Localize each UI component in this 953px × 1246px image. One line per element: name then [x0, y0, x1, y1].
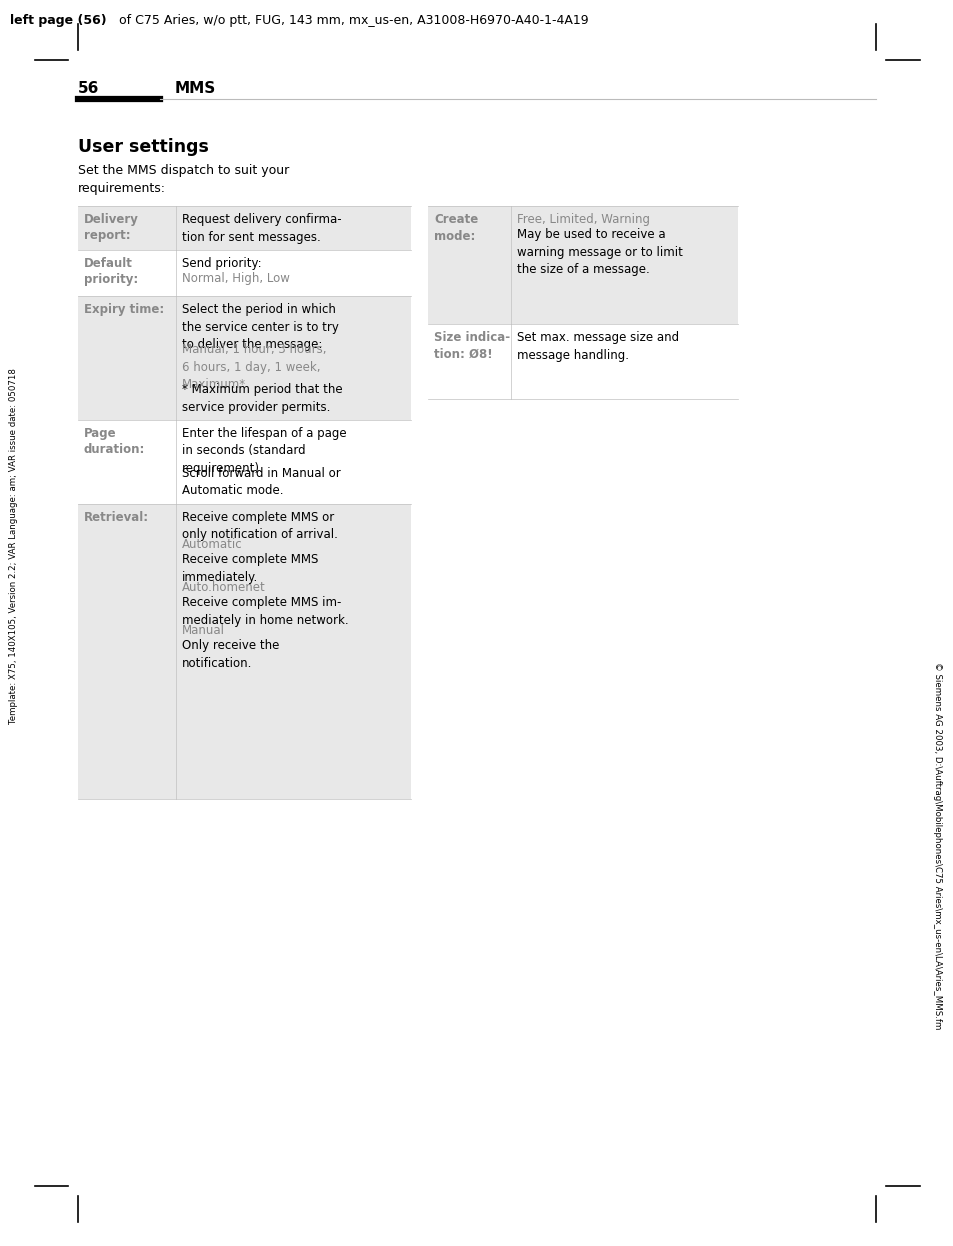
- Bar: [78, 503, 411, 799]
- Text: Set max. message size and
message handling.: Set max. message size and message handli…: [517, 331, 679, 361]
- Text: Receive complete MMS or
only notification of arrival.: Receive complete MMS or only notificatio…: [182, 511, 337, 541]
- Text: Delivery
report:: Delivery report:: [84, 213, 139, 243]
- Text: Automatic: Automatic: [182, 538, 242, 551]
- Text: © Siemens AG 2003, D:\Auftrag\Mobilephones\C75 Aries\mx_us-en\LA\Aries_MMS.fm: © Siemens AG 2003, D:\Auftrag\Mobilephon…: [933, 663, 942, 1029]
- Text: Manual, 1 hour, 3 hours,
6 hours, 1 day, 1 week,
Maximum*: Manual, 1 hour, 3 hours, 6 hours, 1 day,…: [182, 344, 326, 391]
- Text: MMS: MMS: [174, 81, 216, 96]
- Text: * Maximum period that the
service provider permits.: * Maximum period that the service provid…: [182, 384, 342, 414]
- Text: Manual: Manual: [182, 624, 225, 637]
- Text: Enter the lifespan of a page
in seconds (standard
requirement).: Enter the lifespan of a page in seconds …: [182, 427, 346, 475]
- Text: Page
duration:: Page duration:: [84, 427, 145, 456]
- Bar: [78, 297, 411, 420]
- Text: Normal, High, Low: Normal, High, Low: [182, 272, 290, 285]
- Text: Expiry time:: Expiry time:: [84, 303, 164, 316]
- Bar: [428, 206, 738, 324]
- Text: Request delivery confirma-
tion for sent messages.: Request delivery confirma- tion for sent…: [182, 213, 341, 243]
- Text: Receive complete MMS
immediately.: Receive complete MMS immediately.: [182, 553, 318, 584]
- Text: May be used to receive a
warning message or to limit
the size of a message.: May be used to receive a warning message…: [517, 228, 682, 277]
- Text: 56: 56: [78, 81, 99, 96]
- Text: Receive complete MMS im-
mediately in home network.: Receive complete MMS im- mediately in ho…: [182, 597, 348, 627]
- Text: Send priority:: Send priority:: [182, 257, 261, 269]
- Text: User settings: User settings: [78, 138, 209, 156]
- Text: Scroll forward in Manual or
Automatic mode.: Scroll forward in Manual or Automatic mo…: [182, 467, 340, 497]
- Text: left page (56): left page (56): [10, 14, 107, 27]
- Text: Free, Limited, Warning: Free, Limited, Warning: [517, 213, 649, 226]
- Text: Default
priority:: Default priority:: [84, 257, 138, 287]
- Bar: [78, 206, 411, 249]
- Bar: [428, 324, 738, 399]
- Bar: [78, 249, 411, 297]
- Text: Retrieval:: Retrieval:: [84, 511, 149, 523]
- Text: Template: X75, 140X105, Version 2.2; VAR Language: am; VAR issue date: 050718: Template: X75, 140X105, Version 2.2; VAR…: [10, 368, 18, 724]
- Text: of C75 Aries, w/o ptt, FUG, 143 mm, mx_us-en, A31008-H6970-A40-1-4A19: of C75 Aries, w/o ptt, FUG, 143 mm, mx_u…: [115, 14, 588, 27]
- Text: Select the period in which
the service center is to try
to deliver the message:: Select the period in which the service c…: [182, 303, 338, 351]
- Bar: [78, 420, 411, 503]
- Text: Auto.homenet: Auto.homenet: [182, 581, 266, 594]
- Text: Size indica-
tion: Ø8!: Size indica- tion: Ø8!: [434, 331, 510, 360]
- Text: Only receive the
notification.: Only receive the notification.: [182, 639, 279, 670]
- Text: Set the MMS dispatch to suit your
requirements:: Set the MMS dispatch to suit your requir…: [78, 164, 289, 196]
- Text: Create
mode:: Create mode:: [434, 213, 477, 243]
